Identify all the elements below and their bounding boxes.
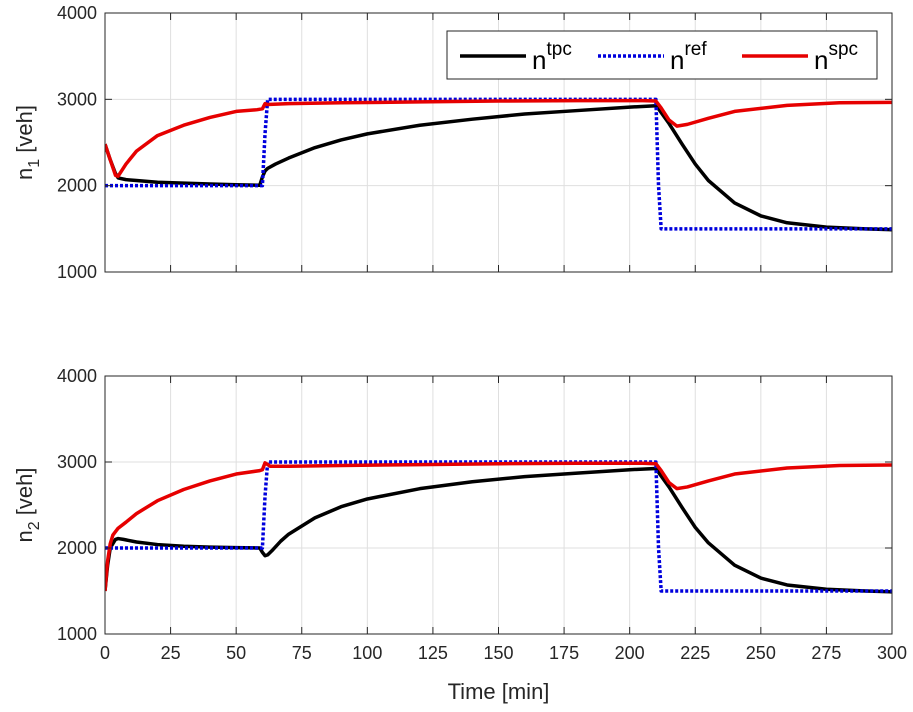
legend-label-base: n (670, 45, 684, 75)
legend-label-base: n (532, 45, 546, 75)
y-label-unit: [veh] (12, 105, 37, 159)
x-tick-label: 250 (746, 643, 776, 663)
series-group (105, 460, 892, 594)
legend-label-ref: nref (670, 39, 707, 75)
y-tick-label: 3000 (57, 452, 97, 472)
y-tick-label: 1000 (57, 624, 97, 644)
series-line-n-tpc (105, 104, 892, 232)
y-label-main: n (12, 530, 37, 542)
y-tick-label: 2000 (57, 176, 97, 196)
legend-label-superscript: spc (828, 39, 858, 60)
x-axis-label: Time [min] (448, 679, 550, 704)
panel-2: 0 25 50 75 100 125 150 175 200 225 250 275 300 1000 20… (12, 366, 907, 704)
x-tick-label: 225 (680, 643, 710, 663)
x-tick-label: 50 (226, 643, 246, 663)
x-tick-label: 150 (483, 643, 513, 663)
y-tick-label: 4000 (57, 3, 97, 23)
y-tick-label: 3000 (57, 89, 97, 109)
x-tick-label: 300 (877, 643, 907, 663)
y-label-subscript: 1 (26, 159, 43, 168)
legend-label-base: n (814, 45, 828, 75)
series-line-n-tpc (105, 466, 892, 594)
y-tick-label: 1000 (57, 262, 97, 282)
ticks: 0 25 50 75 100 125 150 175 200 225 250 275 300 1000 20… (57, 366, 907, 663)
series-line-n-spc (105, 461, 892, 592)
series-group (105, 97, 892, 232)
x-tick-label: 0 (100, 643, 110, 663)
legend-label-superscript: ref (684, 39, 707, 60)
x-tick-label: 100 (352, 643, 382, 663)
ticks: 1000 2000 3000 4000 (57, 3, 893, 282)
series-line-n-spc (105, 98, 892, 178)
x-tick-label: 75 (292, 643, 312, 663)
legend-label-tpc: ntpc (532, 39, 572, 75)
y-axis-label: n2 [veh] (12, 468, 43, 543)
series-line-n-ref (105, 460, 892, 593)
x-tick-label: 125 (418, 643, 448, 663)
y-label-main: n (12, 168, 37, 180)
y-tick-label: 2000 (57, 538, 97, 558)
x-tick-label: 200 (615, 643, 645, 663)
legend: ntpc nref nspc (446, 30, 878, 80)
y-label-subscript: 2 (26, 521, 43, 530)
x-tick-label: 25 (161, 643, 181, 663)
x-tick-label: 275 (811, 643, 841, 663)
legend-label-spc: nspc (814, 39, 858, 75)
y-axis-label: n1 [veh] (12, 105, 43, 180)
y-tick-label: 4000 (57, 366, 97, 386)
y-label-unit: [veh] (12, 468, 37, 522)
series-line-n-ref (105, 97, 892, 231)
x-tick-label: 175 (549, 643, 579, 663)
legend-label-superscript: tpc (546, 39, 571, 60)
